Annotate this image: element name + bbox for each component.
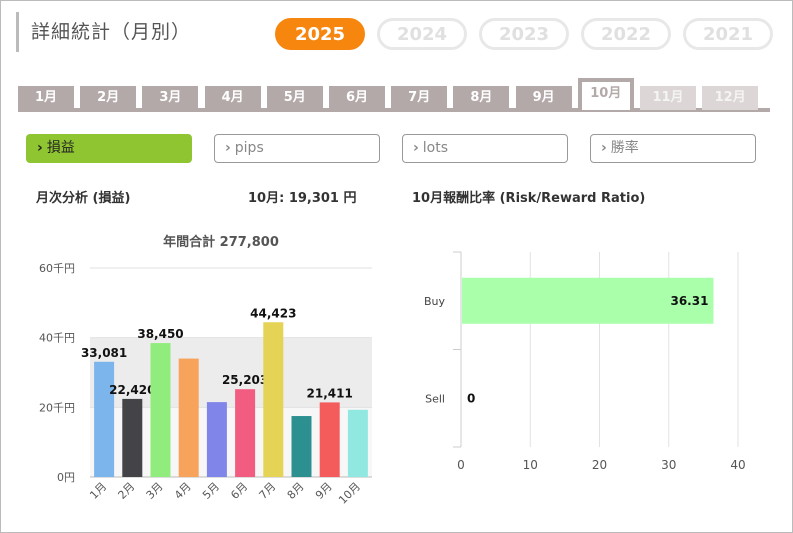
bar (178, 358, 199, 477)
y-tick-label: 20千円 (39, 401, 75, 414)
x-tick-label: 3月 (144, 480, 166, 502)
x-tick-label: 5月 (200, 480, 222, 502)
x-tick-label: 40 (730, 458, 745, 472)
y-tick-label: 40千円 (39, 332, 75, 345)
y-tick-label: Buy (424, 295, 446, 308)
month-tabs: 1月 2月 3月 4月 5月 6月 7月 8月 9月 10月 11月 12月 (18, 78, 770, 112)
bar (263, 322, 284, 477)
tab-month-5[interactable]: 5月 (266, 86, 323, 110)
bar-data-label: 0 (467, 391, 475, 405)
year-selector: 2025 2024 2023 2022 2021 (275, 18, 773, 50)
chevron-right-icon: › (413, 140, 419, 156)
chevron-right-icon: › (225, 140, 231, 156)
x-tick-label: 4月 (172, 480, 194, 502)
grid-band (90, 337, 372, 408)
bar-data-label: 44,423 (250, 306, 296, 320)
bar-data-label: 33,081 (81, 346, 127, 360)
filter-button-label: lots (422, 140, 449, 156)
bar (235, 389, 256, 477)
rr-ratio-title: 10月報酬比率 (Risk/Reward Ratio) (412, 191, 646, 206)
bar-data-label: 22,420 (109, 383, 155, 397)
tab-month-9[interactable]: 9月 (515, 86, 572, 110)
bar-data-label: 38,450 (137, 327, 183, 341)
year-pill-2024[interactable]: 2024 (377, 18, 467, 50)
x-tick-label: 6月 (228, 480, 250, 502)
bar (462, 277, 714, 324)
bar (319, 402, 340, 477)
tab-month-11[interactable]: 11月 (640, 86, 696, 110)
month-tabs-baseline (18, 108, 770, 112)
filter-button-label: 損益 (46, 140, 75, 156)
bar (94, 361, 115, 477)
filter-button-1[interactable]: › pips (214, 134, 380, 163)
chart-title: 年間合計 277,800 (163, 234, 279, 250)
x-tick-label: 10月 (336, 480, 363, 507)
metric-filters: › 損益 › pips › lots › 勝率 (26, 134, 756, 163)
x-tick-label: 7月 (257, 480, 279, 502)
page-title: 詳細統計（月別） (31, 21, 192, 43)
monthly-pl-chart: 年間合計 277,800 0円 20千円 40千円 60千円 33,081 1月 22,420… (39, 234, 372, 507)
x-tick-label: 0 (457, 458, 465, 472)
bar (122, 398, 143, 477)
tab-month-10[interactable]: 10月 (577, 78, 634, 110)
y-tick-label: 60千円 (39, 262, 75, 275)
chevron-right-icon: › (37, 140, 43, 156)
page-title-bar: 詳細統計（月別） (16, 12, 191, 52)
y-tick-label: Sell (425, 392, 445, 405)
tab-month-3[interactable]: 3月 (142, 86, 199, 110)
year-pill-2022[interactable]: 2022 (581, 18, 671, 50)
tab-month-12[interactable]: 12月 (702, 86, 759, 110)
filter-button-0[interactable]: › 損益 (26, 134, 192, 163)
x-tick-label: 8月 (285, 480, 307, 502)
filter-button-2[interactable]: › lots (402, 134, 568, 163)
bar (150, 343, 171, 477)
x-tick-label: 1月 (87, 480, 109, 502)
month-summary: 10月: 19,301 円 (248, 191, 357, 206)
tab-month-2[interactable]: 2月 (80, 86, 137, 110)
x-tick-label: 2月 (116, 480, 138, 502)
bar (206, 402, 227, 477)
rr-ratio-chart: 0 10 20 30 40 Buy 36.31 Sell 0 (424, 251, 746, 472)
filter-button-label: 勝率 (610, 140, 639, 156)
x-tick-label: 10 (523, 458, 538, 472)
chevron-right-icon: › (601, 140, 607, 156)
bar-data-label: 25,203 (222, 373, 268, 387)
bar (347, 409, 368, 477)
bar-data-label: 36.31 (670, 294, 708, 308)
year-pill-2021[interactable]: 2021 (683, 18, 773, 50)
bar-data-label: 21,411 (307, 386, 353, 400)
bar (291, 416, 312, 477)
filter-button-label: pips (234, 140, 264, 156)
monthly-analysis-title: 月次分析 (損益) (36, 191, 131, 206)
tab-month-8[interactable]: 8月 (453, 86, 510, 110)
filter-button-3[interactable]: › 勝率 (590, 134, 756, 163)
x-tick-label: 30 (661, 458, 676, 472)
tab-month-1[interactable]: 1月 (18, 86, 74, 110)
tab-month-6[interactable]: 6月 (329, 86, 385, 110)
tab-month-4[interactable]: 4月 (204, 86, 261, 110)
x-tick-label: 9月 (313, 480, 335, 502)
year-pill-2025[interactable]: 2025 (275, 18, 365, 50)
year-pill-2023[interactable]: 2023 (479, 18, 569, 50)
y-tick-label: 0円 (57, 471, 75, 484)
x-tick-label: 20 (592, 458, 607, 472)
tab-month-7[interactable]: 7月 (391, 86, 448, 110)
